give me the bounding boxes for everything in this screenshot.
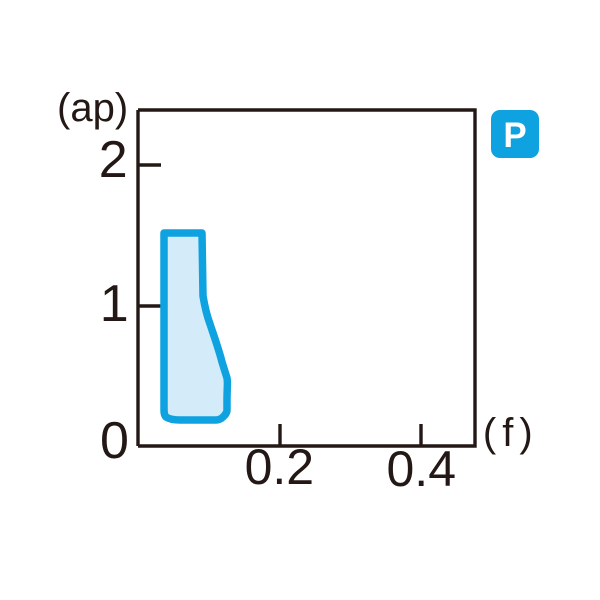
svg-text:P: P [503, 116, 526, 155]
